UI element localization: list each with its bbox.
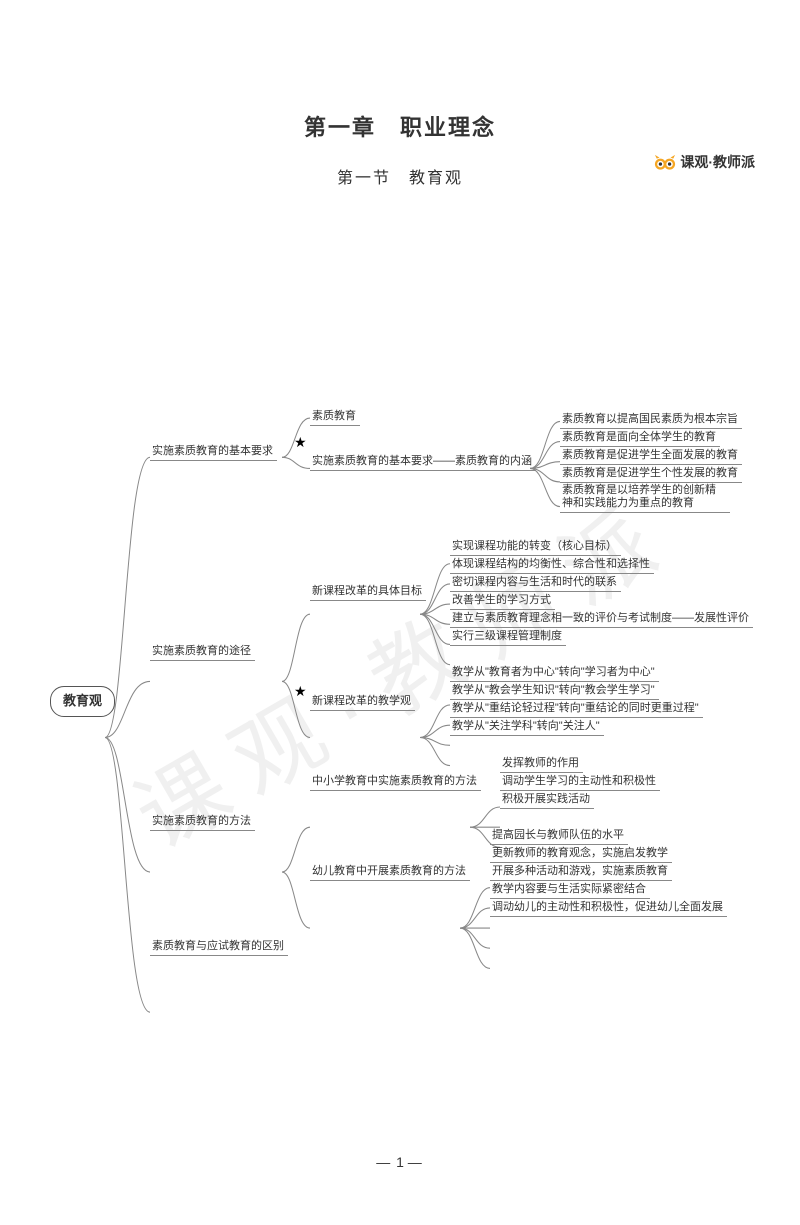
l1-c: 实施素质教育的方法	[150, 812, 255, 831]
b2-i3: 教学从"重结论轻过程"转向"重结论的同时更重过程"	[450, 699, 703, 718]
c2-i3: 开展多种活动和游戏，实施素质教育	[490, 862, 672, 881]
a2-i5: 素质教育是以培养学生的创新精神和实践能力为重点的教育	[560, 482, 730, 513]
brand-text: 课观·教师派	[680, 152, 755, 172]
a2-i4: 素质教育是促进学生个性发展的教育	[560, 464, 742, 483]
b2-i1: 教学从"教育者为中心"转向"学习者为中心"	[450, 663, 659, 682]
mindmap: 教育观 实施素质教育的基本要求 实施素质教育的途径 实施素质教育的方法 素质教育…	[50, 390, 760, 1085]
a2-i2: 素质教育是面向全体学生的教育	[560, 428, 720, 447]
l1-a: 实施素质教育的基本要求	[150, 442, 277, 461]
c2: 幼儿教育中开展素质教育的方法	[310, 862, 470, 881]
star-icon: ★	[294, 434, 307, 451]
b1-i3: 密切课程内容与生活和时代的联系	[450, 573, 621, 592]
a2-i3: 素质教育是促进学生全面发展的教育	[560, 446, 742, 465]
c2-i4: 教学内容要与生活实际紧密结合	[490, 880, 650, 899]
a1: 素质教育	[310, 407, 360, 426]
b1-i5: 建立与素质教育理念相一致的评价与考试制度——发展性评价	[450, 609, 753, 628]
c1: 中小学教育中实施素质教育的方法	[310, 772, 481, 791]
chapter-title: 第一章 职业理念	[0, 110, 800, 142]
c1-i1: 发挥教师的作用	[500, 754, 583, 773]
page-footer: — 1 —	[0, 1154, 800, 1170]
a2-i1: 素质教育以提高国民素质为根本宗旨	[560, 410, 742, 429]
l1-b: 实施素质教育的途径	[150, 642, 255, 661]
c2-i5: 调动幼儿的主动性和积极性，促进幼儿全面发展	[490, 898, 727, 917]
page-number: 1	[396, 1154, 404, 1170]
b2: 新课程改革的教学观	[310, 692, 415, 711]
l1-d: 素质教育与应试教育的区别	[150, 937, 288, 956]
c1-i2: 调动学生学习的主动性和积极性	[500, 772, 660, 791]
c2-i1: 提高园长与教师队伍的水平	[490, 826, 628, 845]
b1-i4: 改善学生的学习方式	[450, 591, 555, 610]
brand-header: 课观·教师派	[654, 152, 755, 172]
a2: 实施素质教育的基本要求——素质教育的内涵	[310, 452, 536, 471]
c1-i3: 积极开展实践活动	[500, 790, 594, 809]
b1: 新课程改革的具体目标	[310, 582, 426, 601]
owl-icon	[654, 154, 676, 170]
b1-i1: 实现课程功能的转变（核心目标）	[450, 537, 621, 556]
b1-i6: 实行三级课程管理制度	[450, 627, 566, 646]
b2-i2: 教学从"教会学生知识"转向"教会学生学习"	[450, 681, 659, 700]
root-node: 教育观	[50, 686, 115, 717]
b2-i4: 教学从"关注学科"转向"关注人"	[450, 717, 604, 736]
b1-i2: 体现课程结构的均衡性、综合性和选择性	[450, 555, 654, 574]
c2-i2: 更新教师的教育观念，实施启发教学	[490, 844, 672, 863]
star-icon: ★	[294, 683, 307, 700]
